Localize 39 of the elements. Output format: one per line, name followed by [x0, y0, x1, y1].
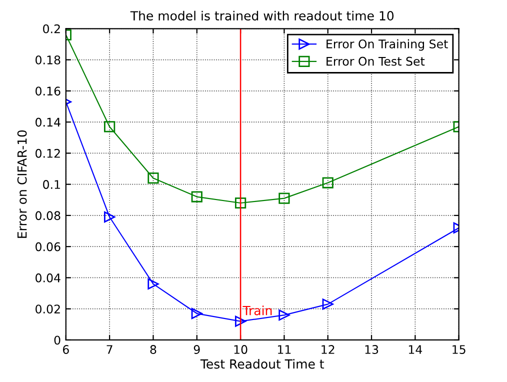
- x-tick-label: 10: [234, 345, 248, 354]
- y-tick-label: 0.1: [43, 180, 60, 189]
- chart-title: The model is trained with readout time 10: [130, 10, 394, 20]
- point: [191, 308, 202, 320]
- y-tick-label: 0.08: [36, 211, 60, 220]
- legend-label: Error On Test Set: [326, 56, 425, 66]
- x-tick-label: 9: [194, 345, 200, 354]
- x-tick-label: 8: [150, 345, 156, 354]
- x-axis-title: Test Readout Time t: [200, 359, 324, 369]
- x-tick-label: 14: [408, 345, 422, 354]
- y-tick-label: 0.14: [36, 118, 60, 127]
- point: [191, 191, 202, 202]
- y-axis-title: Error on CIFAR-10: [17, 130, 27, 238]
- legend-label: Error On Training Set: [326, 39, 448, 51]
- y-tick-label: 0.02: [36, 304, 60, 314]
- point: [148, 278, 159, 290]
- point: [278, 192, 290, 204]
- point: [278, 310, 290, 321]
- ref-line-label: Train: [242, 306, 272, 316]
- x-tick-label: 15: [452, 345, 466, 354]
- y-tick-label: 0.2: [43, 24, 60, 34]
- x-tick-label: 7: [106, 345, 112, 354]
- point: [234, 197, 246, 209]
- y-tick-label: 0.06: [36, 242, 60, 252]
- y-tick-label: 0.18: [36, 56, 60, 64]
- y-tick-label: 0.04: [36, 273, 60, 282]
- point: [104, 121, 116, 132]
- point: [104, 211, 116, 223]
- point: [322, 298, 334, 310]
- y-tick-label: 0: [54, 336, 60, 345]
- x-tick-label: 13: [365, 345, 378, 354]
- point: [234, 316, 246, 327]
- x-tick-label: 11: [278, 345, 291, 354]
- point: [148, 172, 159, 184]
- point: [322, 177, 334, 188]
- x-tick-label: 12: [322, 345, 334, 354]
- x-tick-label: 6: [62, 345, 69, 354]
- y-tick-label: 0.12: [36, 148, 60, 158]
- y-tick-label: 0.16: [36, 86, 60, 96]
